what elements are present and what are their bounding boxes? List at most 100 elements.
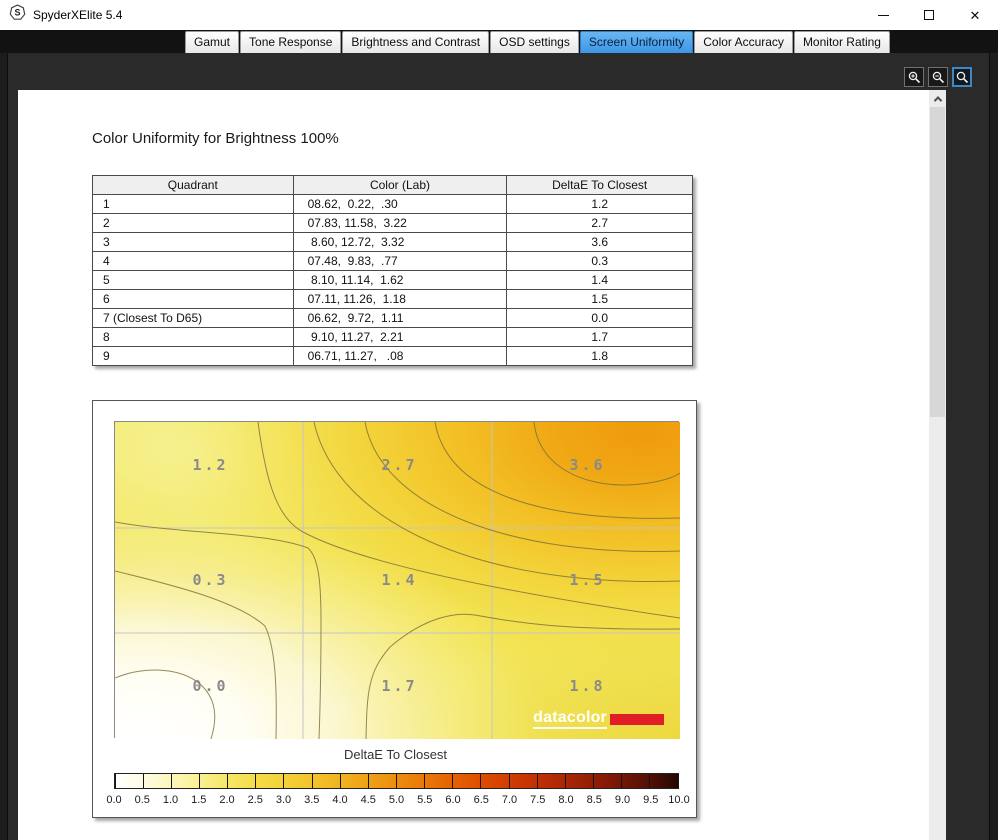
table-body: 1 08.62, 0.22, .30 1.2 2 07.83, 11.58, 3.22 2… (92, 194, 693, 366)
cell-quadrant: 6 (92, 289, 294, 309)
colorbar-tick-labels: 0.0 0.5 1.0 1.5 2.0 2.5 3.0 3.5 4.0 4.5 5.0 5.5 6.0 6… (106, 794, 689, 807)
uniformity-heatmap: 1.2 2.7 3.6 0.3 1.4 1.5 0.0 1.7 1.8 datacolor (114, 421, 680, 739)
zoom-select-button[interactable] (952, 67, 972, 87)
scrollbar-up-button[interactable] (929, 90, 946, 107)
datacolor-red-bar (610, 714, 664, 725)
minimize-icon (877, 14, 889, 16)
colorbar-tick-mark (114, 774, 116, 788)
column-header-quadrant: Quadrant (92, 175, 294, 195)
tab-gamut[interactable]: Gamut (185, 31, 240, 53)
colorbar-tick-label: 2.0 (219, 794, 235, 806)
table-row: 6 07.11, 11.26, 1.18 1.5 (92, 289, 693, 309)
table-header-row: Quadrant Color (Lab) DeltaE To Closest (92, 175, 693, 195)
tab-monitor-rating[interactable]: Monitor Rating (793, 31, 890, 53)
cell-deltae: 0.0 (506, 308, 693, 328)
table-row: 9 06.71, 11.27, .08 1.8 (92, 346, 693, 366)
frame-right-edge (989, 53, 998, 840)
colorbar-tick-mark (621, 774, 623, 788)
colorbar-tick-mark (198, 774, 200, 788)
cell-quadrant: 8 (92, 327, 294, 347)
zoom-out-button[interactable] (928, 67, 948, 87)
colorbar-tick-mark (170, 774, 172, 788)
heatmap-cell-label: 1.8 (569, 677, 606, 695)
vertical-scrollbar[interactable] (929, 90, 946, 840)
table-row: 2 07.83, 11.58, 3.22 2.7 (92, 213, 693, 233)
heatmap-cell-label: 1.4 (381, 571, 418, 589)
colorbar-tick-label: 0.0 (106, 794, 122, 806)
page-title: Color Uniformity for Brightness 100% (92, 130, 339, 147)
tab-strip: Gamut Tone Response Brightness and Contras… (0, 30, 998, 53)
colorbar-tick-mark (564, 774, 566, 788)
cell-color-lab: 06.62, 9.72, 1.11 (292, 308, 508, 328)
uniformity-table: Quadrant Color (Lab) DeltaE To Closest 1… (92, 175, 693, 366)
heatmap-cell-label: 3.6 (569, 456, 606, 474)
heatmap-cell-label: 2.7 (381, 456, 418, 474)
cell-quadrant: 5 (92, 270, 294, 290)
cell-quadrant: 2 (92, 213, 294, 233)
cell-deltae: 3.6 (506, 232, 693, 252)
zoom-toolbar (904, 67, 972, 87)
cell-deltae: 1.5 (506, 289, 693, 309)
cell-quadrant: 9 (92, 346, 294, 366)
colorbar-tick-mark (452, 774, 454, 788)
close-icon: ✕ (969, 7, 981, 23)
title-bar: S SpyderXElite 5.4 ✕ (0, 0, 998, 30)
cell-quadrant: 3 (92, 232, 294, 252)
window-title: SpyderXElite 5.4 (33, 8, 123, 22)
tab-screen-uniformity[interactable]: Screen Uniformity (579, 31, 694, 53)
colorbar-tick-mark (339, 774, 341, 788)
colorbar-tick-mark (649, 774, 651, 788)
table-row: 1 08.62, 0.22, .30 1.2 (92, 194, 693, 214)
cell-color-lab: 07.48, 9.83, .77 (292, 251, 508, 271)
colorbar-tick-label: 9.5 (643, 794, 659, 806)
colorbar-tick-label: 7.0 (501, 794, 518, 806)
colorbar-tick-label: 6.0 (445, 794, 461, 806)
svg-text:S: S (14, 8, 20, 18)
colorbar-tick-label: 0.5 (134, 794, 150, 806)
maximize-icon (924, 10, 934, 20)
colorbar-tick-mark (367, 774, 369, 788)
colorbar-tick-mark (593, 774, 595, 788)
colorbar-tick-label: 8.5 (586, 794, 602, 806)
close-button[interactable]: ✕ (952, 0, 998, 30)
tab-osd-settings[interactable]: OSD settings (490, 31, 579, 53)
window-controls: ✕ (860, 0, 998, 30)
tab-brightness-and-contrast[interactable]: Brightness and Contrast (342, 31, 490, 53)
colorbar-gradient (114, 773, 679, 789)
cell-deltae: 0.3 (506, 251, 693, 271)
colorbar-tick-mark (311, 774, 313, 788)
datacolor-logo-text: datacolor (533, 710, 607, 729)
tab-color-accuracy[interactable]: Color Accuracy (694, 31, 793, 53)
maximize-button[interactable] (906, 0, 952, 30)
scrollbar-thumb[interactable] (930, 107, 945, 417)
colorbar-tick-mark (424, 774, 426, 788)
table-row: 3 8.60, 12.72, 3.32 3.6 (92, 232, 693, 252)
colorbar-tick-mark (508, 774, 510, 788)
colorbar-tick-mark (536, 774, 538, 788)
colorbar-tick-label: 2.5 (247, 794, 263, 806)
minimize-button[interactable] (860, 0, 906, 30)
heatmap-cell-label: 1.2 (192, 456, 229, 474)
colorbar-tick-label: 7.5 (530, 794, 546, 806)
colorbar-tick-label: 6.5 (473, 794, 489, 806)
heatmap-cell-label: 0.3 (192, 571, 229, 589)
cell-color-lab: 8.10, 11.14, 1.62 (292, 270, 508, 290)
zoom-in-button[interactable] (904, 67, 924, 87)
cell-quadrant: 1 (92, 194, 294, 214)
colorbar-tick-mark (396, 774, 397, 788)
cell-deltae: 1.7 (506, 327, 693, 347)
cell-deltae: 1.4 (506, 270, 693, 290)
spyder-app-icon: S (9, 4, 26, 26)
colorbar-tick-mark (677, 774, 679, 788)
column-header-color-lab: Color (Lab) (292, 175, 508, 195)
cell-quadrant: 7 (Closest To D65) (92, 308, 294, 328)
grid-lines (115, 422, 680, 739)
tab-tone-response[interactable]: Tone Response (240, 31, 342, 53)
colorbar-tick-label: 9.0 (614, 794, 631, 806)
chevron-up-icon (933, 95, 942, 105)
colorbar-tick-label: 4.0 (332, 794, 348, 806)
colorbar-tick-label: 5.5 (417, 794, 433, 806)
cell-color-lab: 07.11, 11.26, 1.18 (292, 289, 508, 309)
report-page: Color Uniformity for Brightness 100% Qua… (18, 90, 946, 840)
